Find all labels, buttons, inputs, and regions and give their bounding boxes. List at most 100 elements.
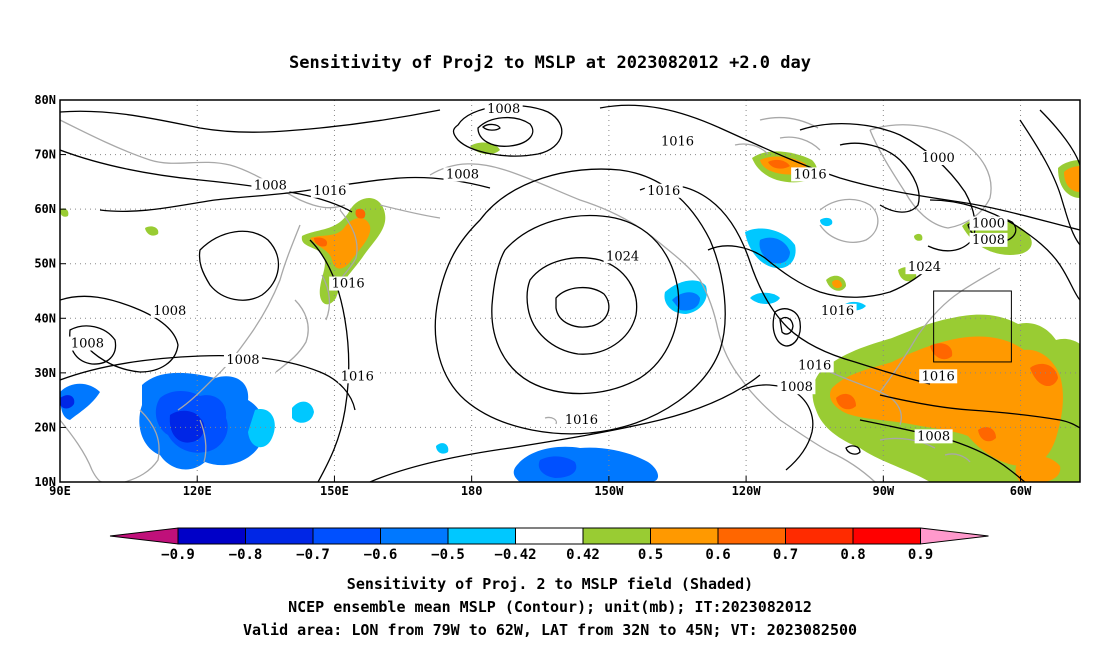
shade-cyan-small-a (750, 292, 780, 304)
shade-red-atlantic-a (930, 343, 953, 360)
coast-greenland (869, 124, 992, 229)
contour-label: 1024 (606, 249, 639, 264)
contour-label: 1016 (341, 369, 374, 384)
lat-tick-label: 10N (34, 475, 56, 489)
contour-label: 1008 (254, 178, 287, 193)
lon-tick-label: 120E (183, 484, 212, 498)
lon-tick-label: 180 (461, 484, 483, 498)
contour-pacific-high-outer (434, 168, 726, 435)
lon-tick-label: 150W (594, 484, 624, 498)
shade-blue-westedge (60, 383, 100, 420)
lat-tick-label: 30N (34, 366, 56, 380)
colorbar-level-label: 0.7 (773, 547, 798, 563)
lat-tick-label: 80N (34, 93, 56, 107)
contour-label-bg (969, 232, 1008, 247)
contour-pacific-high-core (555, 287, 610, 328)
shade-green-small-h (60, 208, 69, 217)
colorbar: −0.9 −0.8 −0.7 −0.6 −0.5 −0.42 0.42 0.5 0.6 0.7 0.… (109, 527, 989, 563)
latitude-axis: 80N 70N 60N 50N 40N 30N 20N 10N (34, 93, 66, 489)
contour-label: 1024 (908, 260, 941, 275)
contour-1008-mexico-small (845, 445, 861, 455)
lat-tick-label: 70N (34, 148, 56, 162)
lon-tick-label: 60W (1010, 484, 1032, 498)
contour-label: 1016 (661, 135, 694, 150)
shade-orange-kamchatka (310, 217, 371, 269)
contour-label: 1008 (71, 337, 104, 352)
shade-blue-canada (759, 237, 790, 264)
contour-label: 1008 (780, 380, 813, 395)
colorbar-level-label: −0.7 (296, 547, 330, 563)
figure-captions: Sensitivity of Proj. 2 to MSLP field (Sh… (243, 575, 857, 639)
colorbar-level-label: 0.9 (908, 547, 933, 563)
valid-area-box (933, 290, 1012, 363)
contour-label: 1008 (972, 233, 1005, 248)
contour-1016-atlantic-south (879, 394, 1080, 429)
lat-tick-label: 60N (34, 202, 56, 216)
lon-tick-label: 90E (49, 484, 71, 498)
colorbar-segment (380, 527, 449, 545)
shade-red-kamchatka (314, 237, 328, 247)
shade-orange-atlantic-edge (1064, 166, 1080, 192)
colorbar-segment (312, 527, 381, 545)
lon-tick-label: 150E (320, 484, 349, 498)
colorbar-end-right (920, 527, 989, 545)
coast-aleutians (379, 204, 441, 219)
shade-red-atlantic-d (978, 427, 996, 442)
contour-1000-greenland-inner (839, 142, 920, 213)
contour-1008-asia-west (60, 295, 179, 373)
contour-label-bg (338, 369, 377, 384)
contour-label-bg (795, 358, 834, 373)
lat-tick-label: 40N (34, 311, 56, 325)
contour-label: 1008 (446, 167, 479, 182)
contour-1008-siberia (60, 149, 353, 213)
colorbar-level-label: −0.6 (364, 547, 398, 563)
contour-1008-atlantic (929, 199, 1080, 301)
contour-label-bg (150, 303, 189, 318)
contour-label-bg (914, 429, 953, 444)
contour-label: 1016 (565, 413, 598, 428)
shade-orange-atlantic-main (829, 336, 1063, 467)
coast-mexico (779, 419, 876, 482)
contour-1008-asia-low (198, 230, 280, 301)
contour-label: 1016 (313, 184, 346, 199)
contour-1004-arctic-core (482, 123, 501, 131)
shade-blue-central-pacific-core (538, 456, 577, 478)
coast-korea-japan (275, 299, 309, 373)
shade-cyan-pacific (292, 401, 314, 423)
contour-label-bg (562, 412, 601, 427)
contour-label: 1008 (917, 429, 950, 444)
lon-tick-label: 90W (872, 484, 894, 498)
contour-label: 1016 (332, 277, 365, 292)
shade-blue-westedge-core (60, 395, 75, 409)
coast-hawaii (544, 416, 558, 425)
coast-caribbean (879, 437, 971, 463)
contour-label-bg (818, 303, 857, 318)
contour-label-bg (658, 134, 697, 149)
shade-cyan-asia (248, 409, 275, 448)
contour-label-bg (484, 101, 523, 116)
colorbar-segment (717, 527, 786, 545)
contour-label-bg (251, 178, 290, 193)
colorbar-segment (177, 527, 246, 545)
contour-1016-south-pacific (369, 374, 761, 482)
colorbar-level-label: 0.8 (840, 547, 865, 563)
contour-pacific-high-inner (526, 257, 638, 355)
colorbar-segment (650, 527, 719, 545)
contour-label: 1000 (922, 151, 955, 166)
contour-label: 1008 (153, 304, 186, 319)
figure-title: Sensitivity of Proj2 to MSLP at 20230820… (289, 53, 811, 73)
shade-red-arctic-b (768, 159, 790, 169)
coast-alaska (429, 163, 651, 236)
coast-asia-east (177, 224, 301, 411)
colorbar-segment (582, 527, 651, 545)
shade-orange-small-e (832, 279, 842, 289)
contour-label: 1016 (647, 184, 680, 199)
coast-na-west (649, 234, 781, 421)
contour-label: 1016 (821, 304, 854, 319)
contour-label-bg (919, 151, 958, 166)
contour-label-bg (310, 183, 349, 198)
colorbar-level-label: −0.5 (431, 547, 465, 563)
contour-1016-siberia (99, 176, 491, 213)
